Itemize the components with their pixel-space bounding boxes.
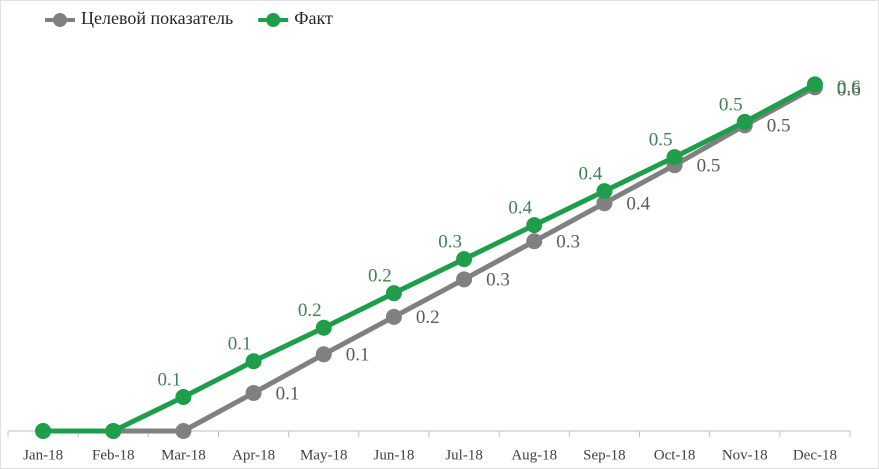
data-point (35, 423, 52, 439)
data-label: 0.3 (556, 232, 580, 253)
series-line (43, 82, 817, 434)
data-point (596, 195, 613, 212)
data-label: 0.1 (346, 345, 370, 366)
x-tick-label: Aug-18 (511, 447, 557, 463)
data-point (385, 308, 402, 325)
data-point (806, 76, 823, 93)
data-label: 0.1 (228, 334, 252, 355)
data-label: 0.2 (368, 266, 392, 287)
data-label: 0.6 (837, 80, 861, 101)
legend-marker (266, 13, 281, 27)
x-tick-label: Dec-18 (793, 447, 837, 463)
data-label: 0.1 (158, 369, 182, 390)
legend-label: Факт (294, 8, 333, 28)
data-label: 0.3 (438, 232, 462, 253)
x-tick-label: Sep-18 (583, 447, 626, 463)
data-point (456, 271, 473, 288)
data-label: 0.2 (298, 300, 322, 321)
data-point (105, 423, 122, 439)
x-tick-label: Jun-18 (373, 447, 414, 463)
data-label: 0.3 (486, 270, 510, 291)
data-label: 0.5 (719, 94, 743, 115)
data-point (666, 149, 683, 166)
data-point (596, 183, 613, 200)
x-tick-label: Apr-18 (232, 447, 275, 463)
data-label: 0.4 (626, 194, 650, 215)
data-label: 0.5 (697, 156, 721, 177)
data-point (175, 423, 192, 439)
series-line (43, 85, 817, 434)
data-point (385, 285, 402, 302)
data-label: 0.5 (767, 116, 791, 137)
data-label: 0.4 (508, 197, 532, 218)
data-label: 0.1 (276, 383, 300, 404)
x-tick-label: Feb-18 (92, 447, 135, 463)
x-tick-label: Mar-18 (161, 447, 206, 463)
data-point (526, 233, 543, 250)
data-label: 0.4 (579, 163, 603, 184)
legend-marker (53, 13, 67, 27)
data-point (245, 353, 262, 370)
x-tick-label: Oct-18 (654, 447, 696, 463)
x-tick-label: Nov-18 (722, 447, 768, 463)
data-point (175, 388, 192, 405)
data-label: 0.5 (649, 129, 673, 150)
x-tick-label: May-18 (300, 447, 348, 463)
data-point (245, 384, 262, 401)
data-point (315, 319, 332, 336)
data-point (315, 346, 332, 363)
data-point (526, 217, 543, 234)
data-label: 0.2 (416, 307, 440, 328)
x-tick-label: Jul-18 (445, 447, 483, 463)
data-point (736, 113, 753, 130)
x-tick-label: Jan-18 (23, 447, 63, 463)
legend-label: Целевой показатель (81, 8, 233, 28)
data-point (456, 251, 473, 268)
data-label: 0.6 (837, 77, 861, 98)
